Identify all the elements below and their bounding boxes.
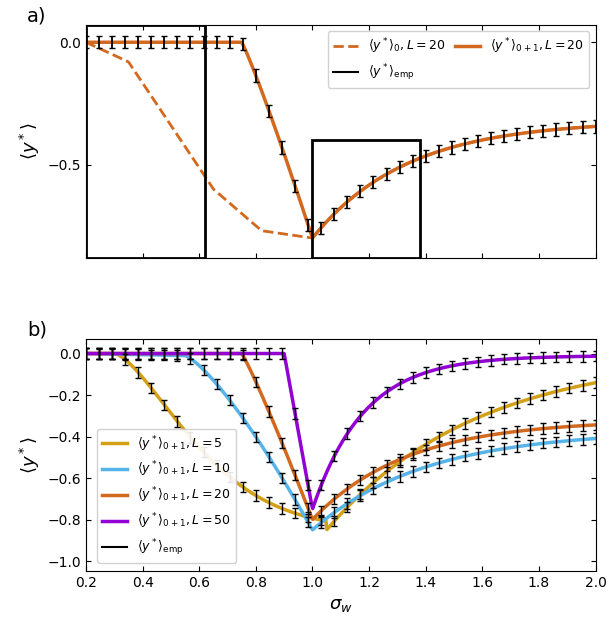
Bar bbox=[86, 25, 205, 257]
Text: a): a) bbox=[28, 6, 47, 26]
Legend: $\langle y^*\rangle_0, L=20$, $\langle y^*\rangle_\mathrm{emp}$, $\langle y^*\ra: $\langle y^*\rangle_0, L=20$, $\langle y… bbox=[328, 31, 589, 88]
X-axis label: $\sigma_w$: $\sigma_w$ bbox=[329, 596, 352, 614]
Legend: $\langle y^*\rangle_{0+1}, L=5$, $\langle y^*\rangle_{0+1}, L=10$, $\langle y^*\: $\langle y^*\rangle_{0+1}, L=5$, $\langl… bbox=[97, 429, 236, 563]
Y-axis label: $\langle y^* \rangle$: $\langle y^* \rangle$ bbox=[18, 122, 42, 160]
Text: b): b) bbox=[28, 320, 47, 339]
Bar bbox=[313, 140, 420, 257]
Y-axis label: $\langle y^* \rangle$: $\langle y^* \rangle$ bbox=[18, 436, 42, 474]
